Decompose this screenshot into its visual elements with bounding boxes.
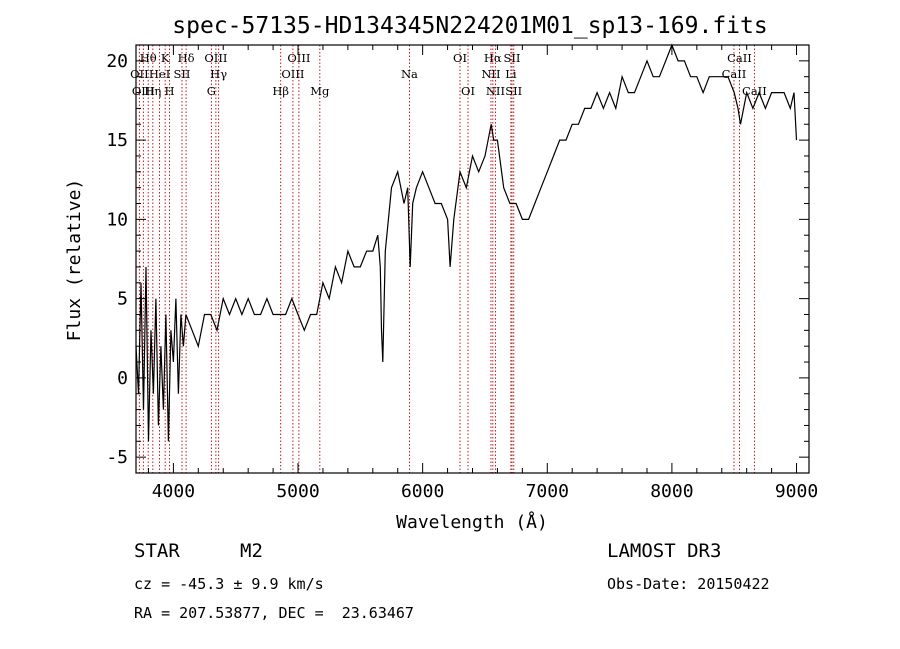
line-label: Hγ — [210, 67, 227, 81]
line-label: Mg — [310, 84, 330, 98]
line-label: Hη — [144, 84, 161, 98]
line-label: SII — [504, 51, 521, 65]
spectral-line-markers — [138, 45, 755, 473]
line-label: SII — [174, 67, 191, 81]
line-label: HeI — [149, 67, 170, 81]
y-tick-label: 0 — [117, 368, 128, 389]
line-label: G — [207, 84, 216, 98]
plot-frame — [135, 44, 810, 474]
line-label: SII — [505, 84, 522, 98]
observation-date: Obs-Date: 20150422 — [607, 575, 770, 593]
line-label: Hβ — [272, 84, 289, 98]
line-label: OII — [130, 67, 149, 81]
x-axis-ticks: 4000 5000 6000 7000 8000 9000 — [147, 45, 818, 502]
line-label: CaII — [742, 84, 767, 98]
y-axis-ticks: -5 0 5 10 15 20 — [106, 44, 809, 468]
line-label: OIII — [287, 51, 310, 65]
line-label: OIII — [132, 84, 155, 98]
line-label: OI — [461, 84, 475, 98]
y-axis-label: Flux (relative) — [64, 179, 85, 342]
line-label: Hδ — [178, 51, 195, 65]
line-label: CaII — [722, 67, 747, 81]
x-tick-label: 6000 — [401, 481, 444, 502]
line-label: OI — [453, 51, 467, 65]
line-label: H — [165, 84, 175, 98]
line-label: K — [161, 51, 170, 65]
line-label: Na — [401, 67, 418, 81]
object-class: STAR — [134, 540, 180, 562]
x-tick-label: 8000 — [650, 481, 693, 502]
x-tick-label: 4000 — [152, 481, 195, 502]
redshift-cz: cz = -45.3 ± 9.9 km/s — [134, 575, 324, 593]
line-label: Li — [505, 67, 517, 81]
x-axis-label: Wavelength (Å) — [396, 511, 548, 533]
spectrum-chart: spec-57135-HD134345N224201M01_sp13-169.f… — [64, 13, 818, 533]
x-tick-label: 9000 — [775, 481, 818, 502]
flux-series-line — [135, 43, 798, 442]
line-label: NII — [481, 67, 500, 81]
y-tick-label: 5 — [117, 289, 128, 310]
survey-name: LAMOST DR3 — [607, 540, 722, 562]
chart-title: spec-57135-HD134345N224201M01_sp13-169.f… — [172, 13, 767, 39]
y-tick-label: 20 — [106, 51, 128, 72]
line-label: NII — [486, 84, 505, 98]
y-tick-label: -5 — [106, 447, 128, 468]
line-label: Hα — [484, 51, 502, 65]
y-tick-label: 15 — [106, 130, 128, 151]
spectral-line-labels: HθOIIOIIIHηHeIKHSIIHδGOIIIHγHβOIIIOIIIMg… — [130, 51, 767, 98]
line-label: CaII — [727, 51, 752, 65]
line-label: Hθ — [140, 51, 157, 65]
line-label: OIII — [204, 51, 227, 65]
y-tick-label: 10 — [106, 209, 128, 230]
object-subclass: M2 — [240, 540, 263, 562]
ra-dec-coordinates: RA = 207.53877, DEC = 23.63467 — [134, 604, 414, 622]
x-tick-label: 7000 — [526, 481, 569, 502]
line-label: OIII — [281, 67, 304, 81]
x-tick-label: 5000 — [276, 481, 319, 502]
